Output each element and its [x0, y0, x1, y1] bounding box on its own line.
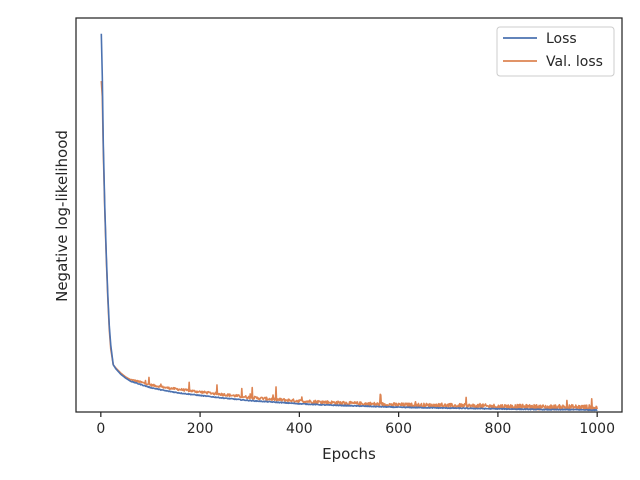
x-tick-label: 400	[286, 421, 313, 437]
legend-label-val-loss: Val. loss	[546, 54, 603, 70]
x-tick-label: 800	[485, 421, 512, 437]
legend-box	[496, 26, 615, 77]
x-tick-label: 1000	[579, 421, 615, 437]
plot-area	[75, 17, 623, 413]
x-tick-label: 0	[96, 421, 105, 437]
y-axis-label: Negative log-likelihood	[53, 130, 71, 302]
series-line-val-loss	[100, 80, 598, 411]
x-axis-ticks: 0 200 400 600 800 1000	[96, 412, 615, 437]
series-line-loss	[100, 33, 598, 412]
x-tick-label: 600	[385, 421, 412, 437]
legend-label-loss: Loss	[546, 31, 577, 47]
legend: Loss Val. loss	[496, 26, 615, 77]
x-axis-label: Epochs	[322, 445, 376, 463]
x-tick-label: 200	[187, 421, 214, 437]
series-layer	[100, 33, 598, 412]
